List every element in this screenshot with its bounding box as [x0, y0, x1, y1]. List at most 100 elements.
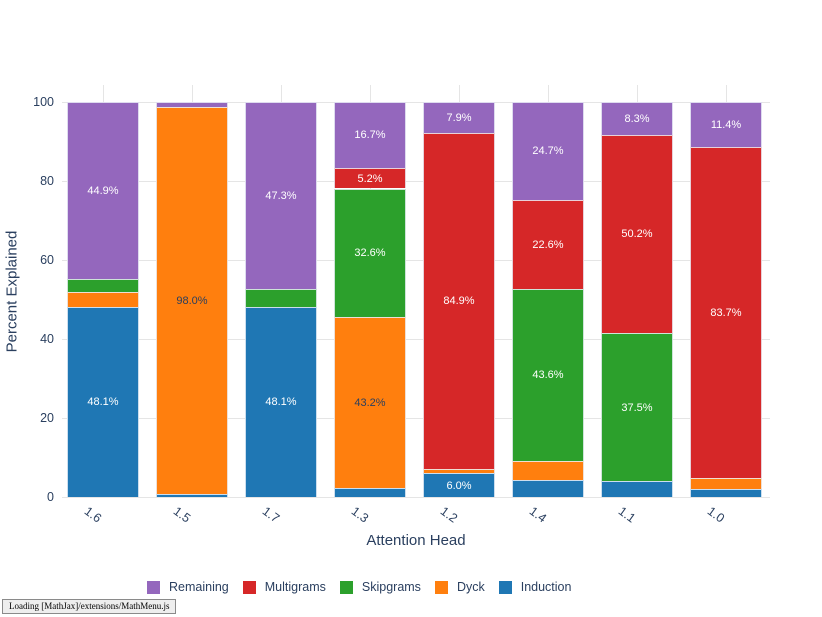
bar-segment-induction-1.3[interactable]	[334, 487, 406, 497]
segment-value-label: 83.7%	[710, 306, 742, 319]
bar-segment-remaining-1.7[interactable]: 47.3%	[245, 102, 317, 289]
segment-value-label: 22.6%	[532, 238, 564, 251]
x-tick-label-1.1: 1.1	[615, 504, 639, 526]
bar-segment-remaining-1.0[interactable]: 11.4%	[690, 102, 762, 148]
bar-1.5: 98.0%	[156, 85, 228, 497]
legend-label: Remaining	[169, 580, 229, 594]
legend-item-dyck[interactable]: Dyck	[434, 580, 485, 594]
legend-swatch-icon	[434, 580, 448, 594]
y-gridline	[62, 181, 770, 182]
bar-segment-remaining-1.1[interactable]: 8.3%	[601, 102, 673, 135]
segment-value-label: 43.2%	[354, 397, 386, 410]
legend-label: Multigrams	[264, 580, 326, 594]
legend-swatch-icon	[242, 580, 256, 594]
legend-item-multigrams[interactable]: Multigrams	[242, 580, 326, 594]
segment-value-label: 48.1%	[87, 396, 119, 409]
legend-swatch-icon	[147, 580, 160, 594]
y-tick-label: 60	[40, 253, 54, 267]
bar-segment-skipgrams-1.6[interactable]	[67, 279, 139, 292]
y-gridline	[62, 418, 770, 419]
bar-segment-induction-1.7[interactable]: 48.1%	[245, 307, 317, 497]
segment-value-label: 84.9%	[443, 295, 475, 308]
legend-item-remaining[interactable]: Remaining	[147, 580, 229, 594]
bar-1.6: 48.1% 44.9%	[67, 85, 139, 497]
bar-segment-multigrams-1.2[interactable]: 84.9%	[423, 133, 495, 469]
x-tick-label-1.6: 1.6	[81, 504, 105, 526]
segment-value-label: 6.0%	[446, 479, 472, 492]
segment-value-label: 37.5%	[621, 401, 653, 414]
y-gridline	[62, 339, 770, 340]
y-tick-label: 100	[33, 95, 54, 109]
legend-item-skipgrams[interactable]: Skipgrams	[339, 580, 421, 594]
bar-segment-induction-1.0[interactable]	[690, 489, 762, 497]
segment-value-label: 98.0%	[176, 294, 208, 307]
segment-value-label: 32.6%	[354, 247, 386, 260]
bar-segment-dyck-1.3[interactable]: 43.2%	[334, 317, 406, 488]
bar-segment-induction-1.2[interactable]: 6.0%	[423, 473, 495, 497]
bar-segment-skipgrams-1.3[interactable]: 32.6%	[334, 188, 406, 318]
y-axis-title: Percent Explained	[3, 230, 21, 353]
legend-label: Dyck	[456, 580, 485, 594]
bar-segment-skipgrams-1.7[interactable]	[245, 288, 317, 307]
y-tick-label: 0	[47, 490, 54, 504]
legend-item-induction[interactable]: Induction	[498, 580, 572, 594]
bar-segment-multigrams-1.4[interactable]: 22.6%	[512, 199, 584, 289]
segment-value-label: 11.4%	[710, 119, 742, 131]
segment-value-label: 16.7%	[354, 129, 386, 142]
mathjax-loading-status: Loading [MathJax]/extensions/MathMenu.js	[2, 599, 177, 614]
segment-value-label: 50.2%	[621, 228, 653, 241]
legend: Remaining Multigrams Skipgrams Dyck Inductio…	[147, 580, 571, 594]
y-gridline	[62, 260, 770, 261]
bar-segment-multigrams-1.1[interactable]: 50.2%	[601, 134, 673, 334]
x-tick-label-1.7: 1.7	[259, 504, 283, 526]
x-tick-label-1.4: 1.4	[526, 504, 550, 526]
bar-segment-dyck-1.6[interactable]	[67, 291, 139, 307]
y-tick-label: 40	[40, 332, 54, 346]
legend-swatch-icon	[339, 580, 353, 594]
bar-1.1: 37.5% 50.2% 8.3%	[601, 85, 673, 497]
y-gridline	[62, 497, 770, 498]
x-tick-label-1.0: 1.0	[704, 504, 728, 526]
bar-segment-remaining-1.5[interactable]	[156, 102, 228, 107]
x-axis-title: Attention Head	[366, 532, 466, 549]
bar-1.7: 48.1% 47.3%	[245, 85, 317, 497]
bar-segment-remaining-1.6[interactable]: 44.9%	[67, 102, 139, 280]
y-gridline	[62, 102, 770, 103]
y-tick-label: 80	[40, 174, 54, 188]
bar-segment-induction-1.1[interactable]	[601, 481, 673, 497]
bar-1.2: 6.0% 84.9% 7.9%	[423, 85, 495, 497]
bar-segment-multigrams-1.3[interactable]: 5.2%	[334, 167, 406, 189]
legend-swatch-icon	[498, 580, 512, 594]
segment-value-label: 7.9%	[446, 112, 472, 125]
bar-segment-multigrams-1.0[interactable]: 83.7%	[690, 147, 762, 478]
bar-segment-dyck-1.0[interactable]	[690, 477, 762, 490]
bar-segment-dyck-1.4[interactable]	[512, 461, 584, 481]
legend-label: Induction	[520, 580, 572, 594]
bar-segment-induction-1.4[interactable]	[512, 480, 584, 497]
x-tick-label-1.2: 1.2	[437, 504, 461, 526]
bar-segment-remaining-1.3[interactable]: 16.7%	[334, 102, 406, 168]
bar-1.3: 43.2% 32.6% 5.2% 16.7%	[334, 85, 406, 497]
bar-1.4: 43.6% 22.6% 24.7%	[512, 85, 584, 497]
segment-value-label: 8.3%	[624, 112, 650, 125]
bar-segment-skipgrams-1.4[interactable]: 43.6%	[512, 288, 584, 462]
bar-segment-dyck-1.5[interactable]: 98.0%	[156, 106, 228, 494]
y-tick-label: 20	[40, 411, 54, 425]
legend-label: Skipgrams	[361, 580, 421, 594]
bar-segment-skipgrams-1.1[interactable]: 37.5%	[601, 333, 673, 482]
segment-value-label: 43.6%	[532, 369, 564, 382]
x-tick-label-1.5: 1.5	[170, 504, 194, 526]
bar-segment-remaining-1.4[interactable]: 24.7%	[512, 102, 584, 200]
segment-value-label: 5.2%	[357, 172, 383, 185]
bar-1.0: 83.7% 11.4%	[690, 85, 762, 497]
segment-value-label: 47.3%	[265, 189, 297, 202]
bar-segment-dyck-1.2[interactable]	[423, 468, 495, 474]
segment-value-label: 48.1%	[265, 396, 297, 409]
bar-segment-remaining-1.2[interactable]: 7.9%	[423, 102, 495, 134]
segment-value-label: 24.7%	[532, 145, 564, 158]
segment-value-label: 44.9%	[87, 185, 119, 198]
bar-segment-induction-1.6[interactable]: 48.1%	[67, 307, 139, 497]
x-tick-label-1.3: 1.3	[348, 504, 372, 526]
bar-segment-induction-1.5[interactable]	[156, 493, 228, 497]
